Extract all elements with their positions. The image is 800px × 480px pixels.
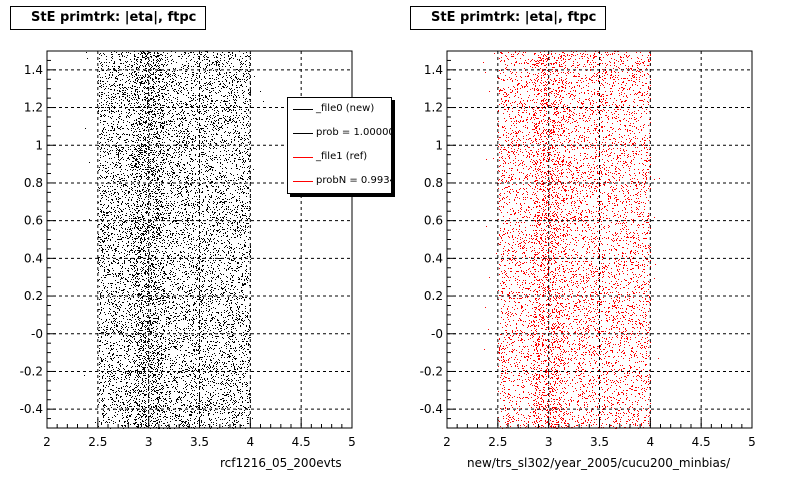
right-y-tick-label-4: 0.4: [424, 251, 443, 265]
right-x-tick-label-0: 2: [443, 435, 451, 449]
left-x-tick-label-5: 4.5: [292, 435, 311, 449]
legend-line-prob: [293, 133, 313, 134]
left-x-axis: 2 2.5 3 3.5 4 4.5 5: [43, 419, 356, 449]
right-grid: [447, 51, 752, 428]
right-points: [483, 51, 660, 429]
right-y-tick-label-2: -0: [431, 327, 443, 341]
right-scatter-dots: [483, 51, 660, 429]
left-y-tick-label-7: 1: [35, 138, 43, 152]
left-y-tick-label-1: -0.2: [20, 364, 43, 378]
left-y-tick-label-0: -0.4: [20, 402, 43, 416]
right-x-tick-label-1: 2.5: [488, 435, 507, 449]
left-scatter-plot: 2 2.5 3 3.5 4 4.5 5 -0.4 -0.2 -0 0.2 0.4 0.6 0.8 1 1.2 1…: [20, 50, 356, 449]
left-y-tick-label-8: 1.2: [24, 101, 43, 115]
right-y-tick-label-6: 0.8: [424, 176, 443, 190]
left-chart-title: StE primtrk: |eta|, ftpc: [10, 6, 206, 30]
right-y-tick-label-7: 1: [435, 138, 443, 152]
right-x-axis: 2 2.5 3 3.5 4 4.5 5: [443, 419, 756, 449]
legend-label-prob: prob = 1.000000: [316, 127, 391, 138]
left-x-tick-label-0: 2: [43, 435, 51, 449]
right-y-tick-label-9: 1.4: [424, 63, 443, 77]
right-x-tick-label-2: 3: [545, 435, 553, 449]
left-grid: [47, 51, 352, 428]
right-y-tick-label-5: 0.6: [424, 214, 443, 228]
legend-line-file1: [293, 157, 313, 158]
right-x-tick-label-5: 4.5: [692, 435, 711, 449]
right-x-caption: new/trs_sl302/year_2005/cucu200_minbias/: [467, 456, 731, 470]
legend-entry-file0: _file0 (new): [288, 98, 391, 122]
right-y-tick-label-3: 0.2: [424, 289, 443, 303]
legend-line-file0: [293, 109, 313, 110]
left-y-tick-label-4: 0.4: [24, 251, 43, 265]
left-x-tick-label-4: 4: [247, 435, 255, 449]
legend-entry-prob: prob = 1.000000: [288, 122, 391, 146]
left-x-tick-label-6: 5: [348, 435, 356, 449]
right-scatter-plot: 2 2.5 3 3.5 4 4.5 5 -0.4 -0.2 -0 0.2 0.4 0.6 0.8 1 1.2 1…: [420, 50, 756, 449]
left-y-tick-label-3: 0.2: [24, 289, 43, 303]
left-x-tick-label-1: 2.5: [88, 435, 107, 449]
legend-entry-file1: _file1 (ref): [288, 146, 391, 170]
right-x-tick-label-4: 4: [647, 435, 655, 449]
right-chart-title: StE primtrk: |eta|, ftpc: [410, 6, 606, 30]
legend-entry-probn: probN = 0.993437: [288, 170, 391, 193]
right-y-tick-label-1: -0.2: [420, 364, 443, 378]
legend-label-probn: probN = 0.993437: [316, 175, 391, 186]
left-points: [84, 51, 264, 429]
left-scatter-dots: [84, 51, 264, 429]
left-y-tick-label-6: 0.8: [24, 176, 43, 190]
left-x-tick-label-2: 3: [145, 435, 153, 449]
legend-line-probn: [293, 181, 313, 182]
right-y-tick-label-8: 1.2: [424, 101, 443, 115]
left-x-tick-label-3: 3.5: [190, 435, 209, 449]
left-y-tick-label-9: 1.4: [24, 63, 43, 77]
left-x-caption: rcf1216_05_200evts: [220, 456, 342, 470]
right-y-tick-label-0: -0.4: [420, 402, 443, 416]
legend-label-file0: _file0 (new): [316, 103, 375, 114]
right-x-tick-label-6: 5: [748, 435, 756, 449]
left-y-tick-label-2: -0: [31, 327, 43, 341]
right-x-tick-label-3: 3.5: [590, 435, 609, 449]
left-y-tick-label-5: 0.6: [24, 214, 43, 228]
legend-label-file1: _file1 (ref): [316, 151, 368, 162]
left-y-axis: -0.4 -0.2 -0 0.2 0.4 0.6 0.8 1 1.2 1.4: [20, 50, 56, 429]
right-y-axis: -0.4 -0.2 -0 0.2 0.4 0.6 0.8 1 1.2 1.4: [420, 50, 456, 429]
legend: _file0 (new) prob = 1.000000 _file1 (ref…: [287, 97, 392, 194]
